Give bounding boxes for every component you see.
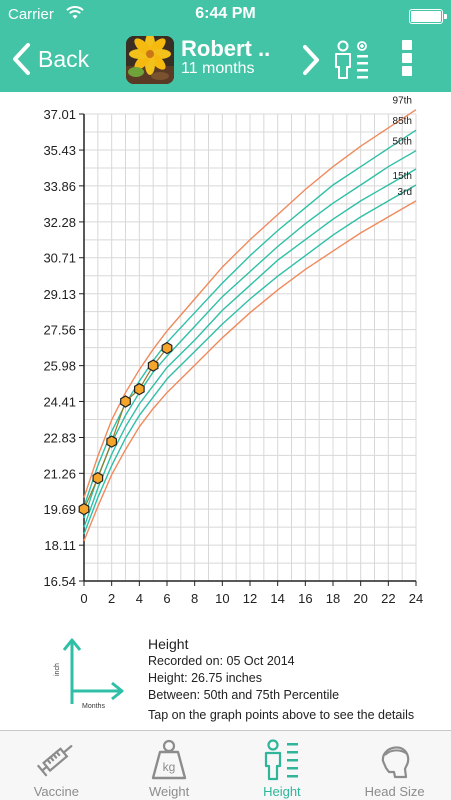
patient-age: 11 months [181, 60, 255, 77]
y-tick-label: 24.41 [43, 394, 76, 409]
percentile-curve [83, 150, 417, 519]
axis-y-label: inch [54, 663, 61, 676]
patient-name: Robert .. [181, 36, 271, 61]
recorded-date: Recorded on: 05 Oct 2014 [148, 654, 295, 668]
syringe-icon [37, 745, 73, 777]
tab-label: Weight [149, 784, 190, 799]
info-panel: inch Months Height Recorded on: 05 Oct 2… [0, 630, 451, 730]
measurement-point[interactable] [134, 382, 145, 396]
x-tick-label: 10 [215, 591, 229, 606]
series-label: 85th [393, 116, 412, 127]
series-label: 97th [393, 96, 412, 107]
status-bar: Carrier 6:44 PM [0, 0, 451, 30]
x-tick-label: 0 [80, 591, 87, 606]
y-tick-label: 21.26 [43, 466, 76, 481]
nav-bar: Back Robert . [0, 30, 451, 92]
percentile-range: Between: 50th and 75th Percentile [148, 688, 340, 702]
y-tick-label: 29.13 [43, 287, 76, 302]
x-tick-label: 24 [409, 591, 423, 606]
measurement-point[interactable] [78, 502, 90, 516]
x-tick-label: 12 [243, 591, 257, 606]
measurement-point[interactable] [161, 341, 173, 355]
percentile-curve [83, 184, 417, 535]
y-tick-label: 19.69 [43, 502, 76, 517]
percentile-curve [83, 200, 417, 542]
y-tick-label: 27.56 [43, 323, 76, 338]
axis-x-label: Months [82, 703, 105, 710]
series-label: 3rd [398, 187, 412, 198]
tab-label: Head Size [364, 784, 425, 799]
height-icon [264, 739, 298, 781]
x-tick-label: 16 [298, 591, 312, 606]
measurement-point[interactable] [147, 359, 159, 372]
x-tick-label: 14 [270, 591, 284, 606]
series-label: 15th [393, 171, 412, 182]
percentile-curve [83, 168, 417, 528]
y-tick-label: 32.28 [43, 215, 76, 230]
info-title: Height [148, 636, 189, 652]
tab-vaccine[interactable]: Vaccine [0, 731, 113, 800]
tab-height[interactable]: Height [226, 731, 339, 800]
x-tick-label: 2 [108, 591, 115, 606]
x-tick-label: 18 [326, 591, 340, 606]
height-growth-chart[interactable]: 16.54 18.11 19.69 21.26 22.83 24.41 25.98 27.56… [0, 92, 451, 630]
x-tick-label: 4 [136, 591, 143, 606]
top-bar: Carrier 6:44 PM Back [0, 0, 451, 92]
weight-icon: kg [151, 739, 187, 780]
back-label: Back [38, 45, 90, 72]
tab-bar: Vaccine kg Weight Height Head Size [0, 730, 451, 800]
tap-hint: Tap on the graph points above to see the… [148, 708, 415, 722]
tab-head-size[interactable]: Head Size [338, 731, 451, 800]
x-tick-label: 20 [353, 591, 367, 606]
measurement-point[interactable] [106, 435, 118, 448]
y-tick-label: 16.54 [43, 574, 76, 589]
series-label: 50th [393, 137, 412, 148]
y-tick-label: 30.71 [43, 251, 76, 266]
percentile-curve [83, 109, 417, 498]
tab-label: Vaccine [33, 784, 80, 799]
clock: 6:44 PM [195, 5, 256, 22]
more-menu-button[interactable] [400, 40, 414, 80]
carrier-label: Carrier [8, 6, 54, 23]
avatar[interactable] [126, 36, 174, 84]
y-tick-label: 22.83 [43, 431, 76, 446]
tab-weight[interactable]: kg Weight [113, 731, 226, 800]
measurement-point[interactable] [120, 395, 131, 408]
wifi-icon [66, 6, 84, 19]
x-tick-label: 22 [381, 591, 395, 606]
y-tick-label: 18.11 [44, 538, 76, 553]
x-tick-label: 6 [163, 591, 170, 606]
y-tick-label: 33.86 [43, 179, 76, 194]
height-value: Height: 26.75 inches [148, 671, 262, 685]
battery-icon [409, 9, 447, 24]
head-icon [381, 746, 409, 779]
chevron-left-icon [13, 43, 30, 75]
y-tick-label: 37.01 [43, 107, 76, 122]
y-tick-label: 25.98 [43, 359, 76, 374]
chevron-right-icon[interactable] [300, 44, 322, 76]
measurement-point[interactable] [92, 471, 104, 485]
add-person-icon[interactable] [332, 40, 372, 80]
svg-text:kg: kg [163, 760, 176, 774]
tab-label: Height [263, 784, 301, 799]
back-button[interactable]: Back [10, 42, 89, 76]
y-tick-label: 35.43 [43, 143, 76, 158]
flower-photo-icon [126, 36, 174, 84]
x-tick-label: 8 [191, 591, 198, 606]
percentile-curve [83, 129, 417, 507]
axes-legend-icon: inch Months [54, 638, 124, 710]
